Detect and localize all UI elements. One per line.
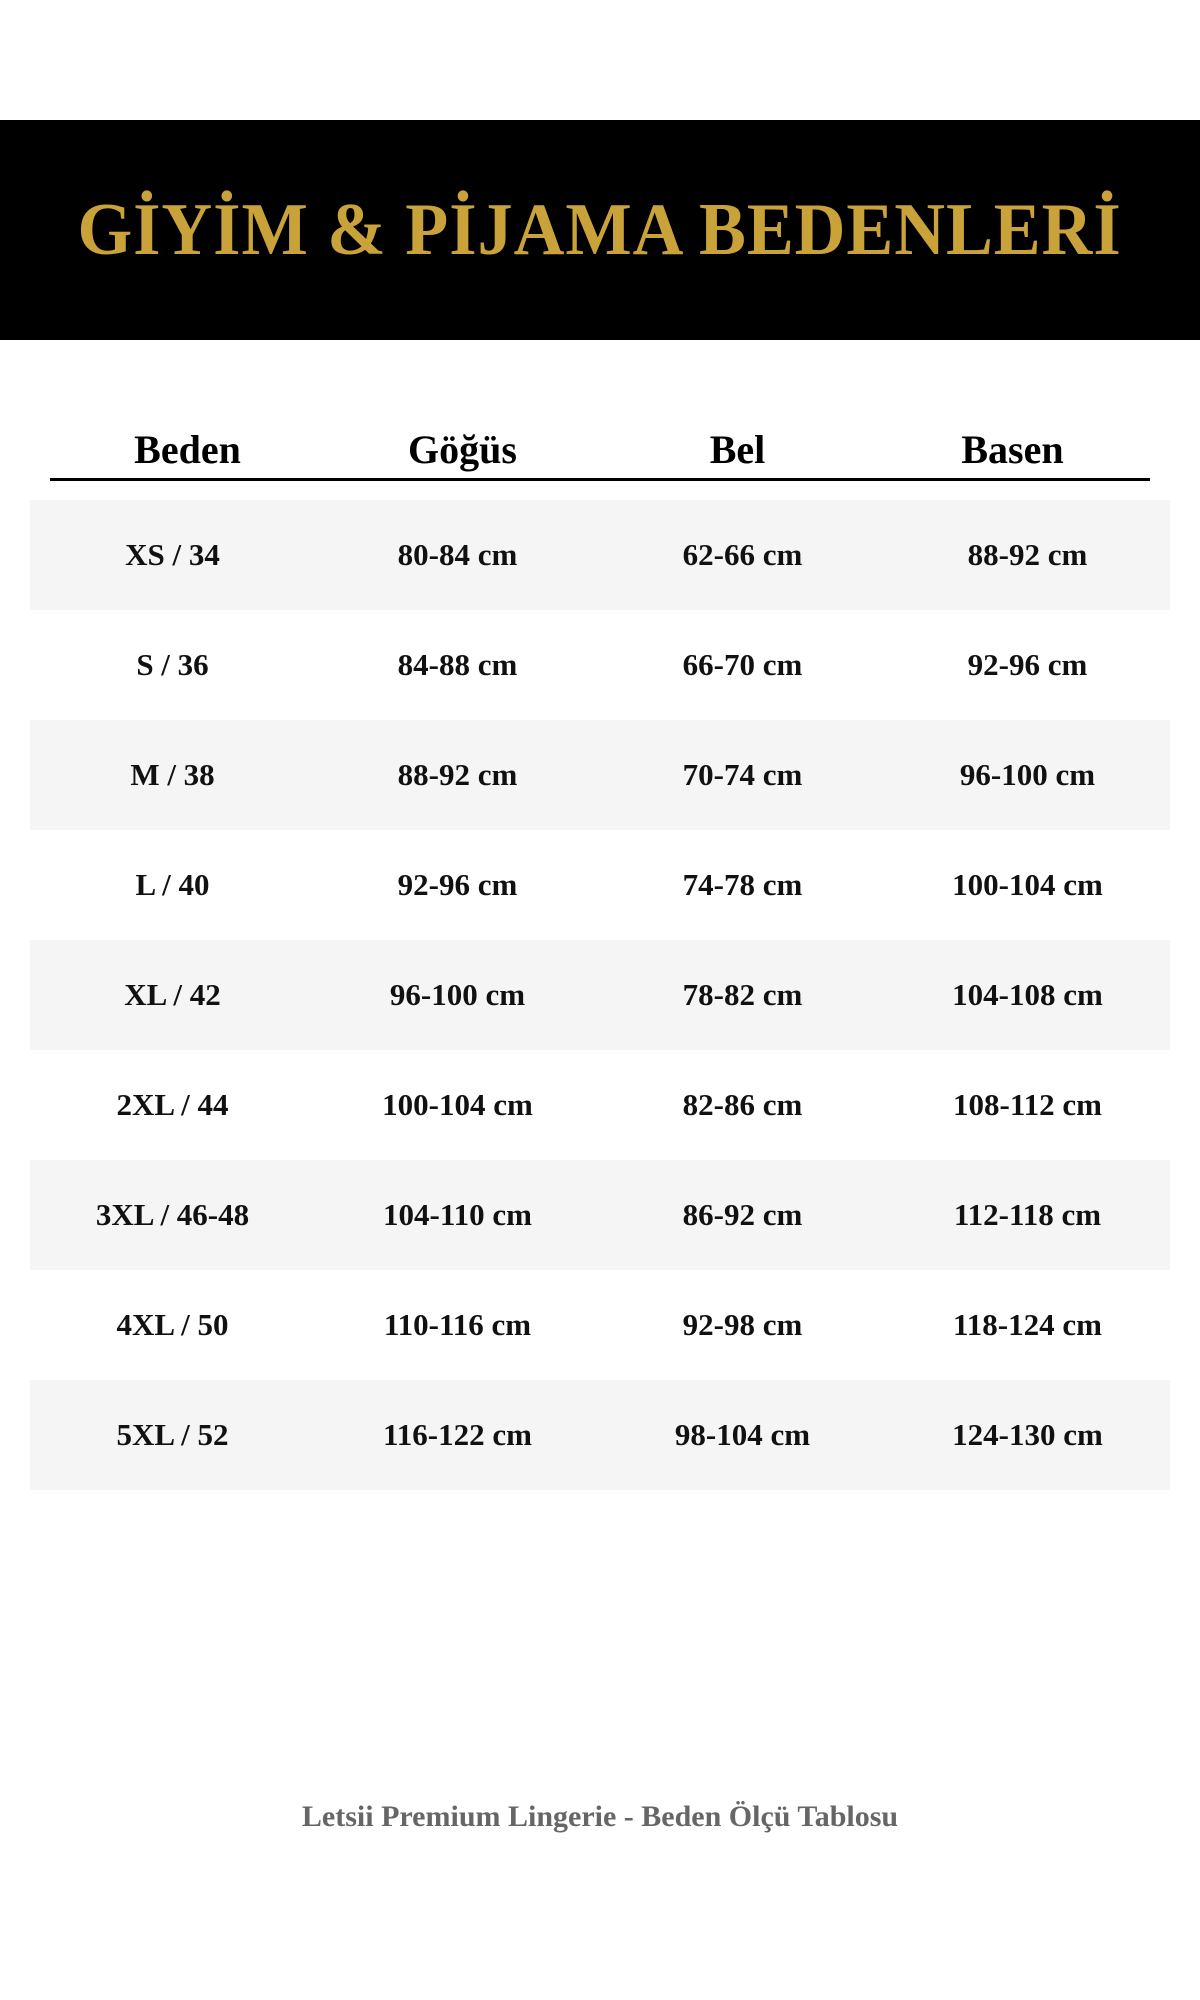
table-row: 2XL / 44 100-104 cm 82-86 cm 108-112 cm (30, 1050, 1170, 1160)
table-header: Beden Göğüs Bel Basen (50, 420, 1150, 481)
cell-chest: 96-100 cm (389, 977, 526, 1012)
cell-waist: 86-92 cm (682, 1197, 803, 1232)
column-header-basen: Basen (961, 427, 1064, 472)
cell-size: 2XL / 44 (116, 1087, 229, 1122)
size-table: XS / 34 80-84 cm 62-66 cm 88-92 cm S / 36 84-… (30, 500, 1170, 1490)
cell-chest: 104-110 cm (383, 1197, 532, 1232)
cell-hip: 92-96 cm (967, 647, 1088, 682)
cell-waist: 66-70 cm (682, 647, 803, 682)
cell-hip: 108-112 cm (953, 1087, 1102, 1122)
cell-size: 5XL / 52 (116, 1417, 229, 1452)
table-row: XL / 42 96-100 cm 78-82 cm 104-108 cm (30, 940, 1170, 1050)
footer-caption: Letsii Premium Lingerie - Beden Ölçü Tab… (301, 1800, 899, 1833)
cell-size: M / 38 (130, 757, 215, 792)
cell-waist: 62-66 cm (682, 537, 803, 572)
column-header-beden: Beden (134, 427, 241, 472)
cell-hip: 96-100 cm (959, 757, 1096, 792)
cell-waist: 78-82 cm (682, 977, 803, 1012)
table-row: 3XL / 46-48 104-110 cm 86-92 cm 112-118 cm (30, 1160, 1170, 1270)
column-header-gogus: Göğüs (408, 427, 517, 472)
cell-chest: 84-88 cm (397, 647, 518, 682)
page-title: GİYİM & PİJAMA BEDENLERİ (77, 188, 1123, 271)
cell-waist: 92-98 cm (682, 1307, 803, 1342)
cell-hip: 118-124 cm (953, 1307, 1102, 1342)
cell-chest: 80-84 cm (397, 537, 518, 572)
table-row: XS / 34 80-84 cm 62-66 cm 88-92 cm (30, 500, 1170, 610)
cell-chest: 110-116 cm (383, 1307, 532, 1342)
cell-hip: 104-108 cm (952, 977, 1103, 1012)
cell-chest: 116-122 cm (383, 1417, 532, 1452)
table-row: S / 36 84-88 cm 66-70 cm 92-96 cm (30, 610, 1170, 720)
cell-size: XL / 42 (124, 977, 221, 1012)
cell-waist: 70-74 cm (682, 757, 803, 792)
cell-size: S / 36 (136, 647, 209, 682)
cell-chest: 92-96 cm (397, 867, 518, 902)
cell-chest: 88-92 cm (397, 757, 518, 792)
table-row: M / 38 88-92 cm 70-74 cm 96-100 cm (30, 720, 1170, 830)
cell-hip: 100-104 cm (952, 867, 1103, 902)
cell-hip: 124-130 cm (952, 1417, 1103, 1452)
cell-waist: 74-78 cm (682, 867, 803, 902)
column-header-bel: Bel (709, 427, 766, 472)
table-row: 4XL / 50 110-116 cm 92-98 cm 118-124 cm (30, 1270, 1170, 1380)
title-banner: GİYİM & PİJAMA BEDENLERİ (0, 120, 1200, 340)
cell-hip: 112-118 cm (953, 1197, 1102, 1232)
cell-hip: 88-92 cm (967, 537, 1088, 572)
cell-size: L / 40 (135, 867, 210, 902)
table-row: 5XL / 52 116-122 cm 98-104 cm 124-130 cm (30, 1380, 1170, 1490)
cell-size: 4XL / 50 (116, 1307, 229, 1342)
table-row: L / 40 92-96 cm 74-78 cm 100-104 cm (30, 830, 1170, 940)
cell-chest: 100-104 cm (382, 1087, 533, 1122)
cell-waist: 98-104 cm (674, 1417, 811, 1452)
cell-waist: 82-86 cm (682, 1087, 803, 1122)
cell-size: 3XL / 46-48 (95, 1197, 250, 1232)
cell-size: XS / 34 (125, 537, 220, 572)
